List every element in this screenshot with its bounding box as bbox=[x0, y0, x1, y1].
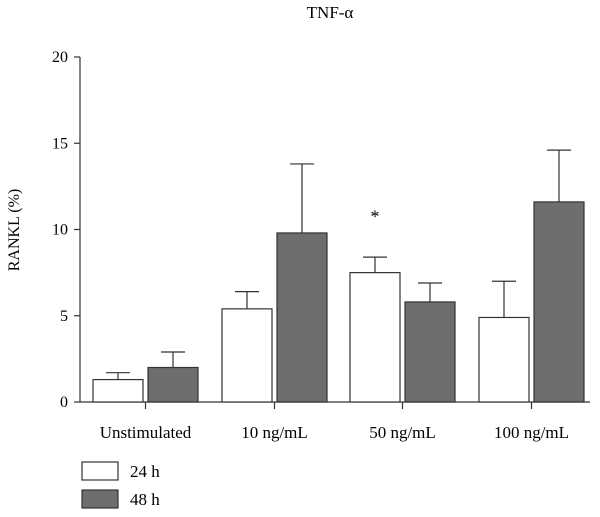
x-tick-label: 50 ng/mL bbox=[369, 423, 436, 442]
bar bbox=[349, 272, 401, 403]
x-tick-label: 100 ng/mL bbox=[494, 423, 569, 442]
chart-title: TNF-α bbox=[307, 3, 354, 22]
bar bbox=[404, 301, 456, 403]
x-tick-label: 10 ng/mL bbox=[241, 423, 308, 442]
bar bbox=[478, 316, 530, 403]
legend-label: 24 h bbox=[130, 462, 160, 481]
legend-swatch bbox=[81, 461, 119, 481]
y-tick-label: 0 bbox=[60, 394, 68, 411]
y-tick-label: 10 bbox=[52, 222, 68, 239]
bar bbox=[92, 378, 144, 403]
x-tick-label: Unstimulated bbox=[100, 423, 192, 442]
bar bbox=[221, 308, 273, 403]
legend-label: 48 h bbox=[130, 490, 160, 509]
y-tick-label: 20 bbox=[52, 49, 68, 66]
plot-area: 0 5 10 15 20 Unstimulated 10 ng/mL 50 ng/mL 100 … bbox=[52, 49, 590, 442]
significance-marker: * bbox=[371, 206, 380, 226]
bar bbox=[533, 201, 585, 403]
y-tick-label: 15 bbox=[52, 135, 68, 152]
legend: 24 h 48 h bbox=[81, 461, 160, 509]
y-tick-label: 5 bbox=[60, 308, 68, 325]
y-axis-label: RANKL (%) bbox=[6, 189, 23, 272]
bar bbox=[147, 366, 199, 403]
bar bbox=[276, 232, 328, 403]
legend-swatch bbox=[81, 489, 119, 509]
